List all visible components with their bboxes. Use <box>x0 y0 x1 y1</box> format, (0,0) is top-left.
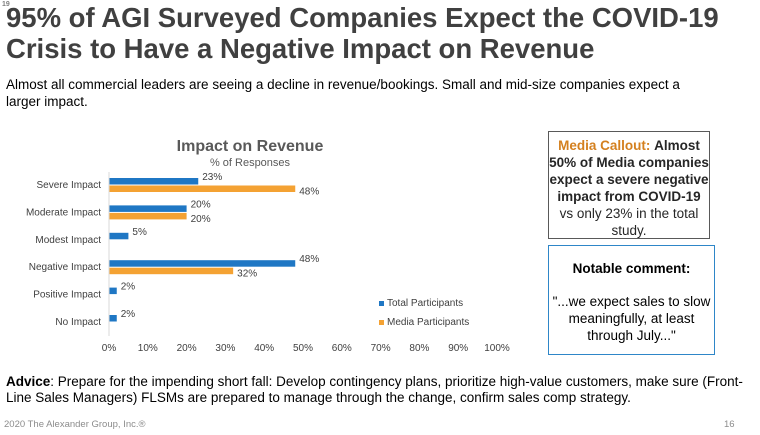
media-callout-box: Media Callout: Almost 50% of Media compa… <box>548 131 710 239</box>
bar-media-participants-moderate-impact <box>109 212 187 220</box>
bar-media-participants-severe-impact <box>109 185 296 192</box>
bar-total-participants-negative-impact <box>109 260 296 267</box>
comment-heading: Notable comment: <box>572 261 691 276</box>
data-label-total-participants-negative-impact: 48% <box>299 254 319 265</box>
page-number: 16 <box>724 419 735 430</box>
advice-body: : Prepare for the impending short fall: … <box>6 374 743 405</box>
advice-text: Advice: Prepare for the impending short … <box>6 374 756 406</box>
data-label-total-participants-positive-impact: 2% <box>121 282 136 293</box>
callout-bold-text: Almost 50% of Media companies expect a s… <box>549 138 709 204</box>
x-tick-label-30: 30% <box>215 343 235 354</box>
footer-copyright: 2020 The Alexander Group, Inc.® <box>4 419 146 430</box>
legend-swatch-media-participants <box>379 320 384 325</box>
data-label-media-participants-severe-impact: 48% <box>299 187 319 198</box>
legend-label-total-participants: Total Participants <box>387 298 463 309</box>
callout-rest-text: vs only 23% in the total study. <box>559 206 699 238</box>
chart-title: Impact on Revenue <box>176 138 324 155</box>
category-label-severe-impact: Severe Impact <box>37 180 102 191</box>
bar-total-participants-positive-impact <box>109 287 117 295</box>
bar-total-participants-severe-impact <box>109 178 199 185</box>
slide-corner-mark: 19 <box>2 1 10 8</box>
x-tick-label-60: 60% <box>332 343 352 354</box>
category-label-positive-impact: Positive Impact <box>33 290 101 301</box>
data-label-total-participants-no-impact: 2% <box>121 309 136 320</box>
notable-comment-box: Notable comment: "...we expect sales to … <box>548 245 715 355</box>
chart-subtitle: % of Responses <box>209 157 291 169</box>
slide-title: 95% of AGI Surveyed Companies Expect the… <box>6 2 719 64</box>
x-tick-label-90: 90% <box>448 343 468 354</box>
data-label-media-participants-moderate-impact: 20% <box>191 214 211 225</box>
data-label-total-participants-severe-impact: 23% <box>202 172 222 183</box>
slide-subtitle: Almost all commercial leaders are seeing… <box>6 77 680 109</box>
bar-total-participants-moderate-impact <box>109 205 187 212</box>
data-label-media-participants-negative-impact: 32% <box>237 269 257 280</box>
data-label-total-participants-moderate-impact: 20% <box>191 199 211 210</box>
x-tick-label-40: 40% <box>254 343 274 354</box>
category-label-modest-impact: Modest Impact <box>35 235 101 246</box>
advice-label: Advice <box>6 374 51 389</box>
comment-quote: "...we expect sales to slow meaningfully… <box>552 294 711 343</box>
x-tick-label-20: 20% <box>177 343 197 354</box>
callout-accent: Media Callout: <box>558 138 651 153</box>
category-label-negative-impact: Negative Impact <box>29 262 101 273</box>
bar-media-participants-negative-impact <box>109 267 234 275</box>
x-tick-label-50: 50% <box>293 343 313 354</box>
x-tick-label-10: 10% <box>138 343 158 354</box>
bar-total-participants-no-impact <box>109 315 117 322</box>
x-tick-label-0: 0% <box>102 343 117 354</box>
x-tick-label-70: 70% <box>371 343 391 354</box>
bar-total-participants-modest-impact <box>109 232 129 240</box>
data-label-total-participants-modest-impact: 5% <box>132 227 147 238</box>
legend-swatch-total-participants <box>379 301 384 306</box>
category-label-no-impact: No Impact <box>55 317 101 328</box>
category-label-moderate-impact: Moderate Impact <box>26 207 101 218</box>
legend-label-media-participants: Media Participants <box>387 317 469 328</box>
x-tick-label-100: 100% <box>484 343 510 354</box>
x-tick-label-80: 80% <box>409 343 429 354</box>
